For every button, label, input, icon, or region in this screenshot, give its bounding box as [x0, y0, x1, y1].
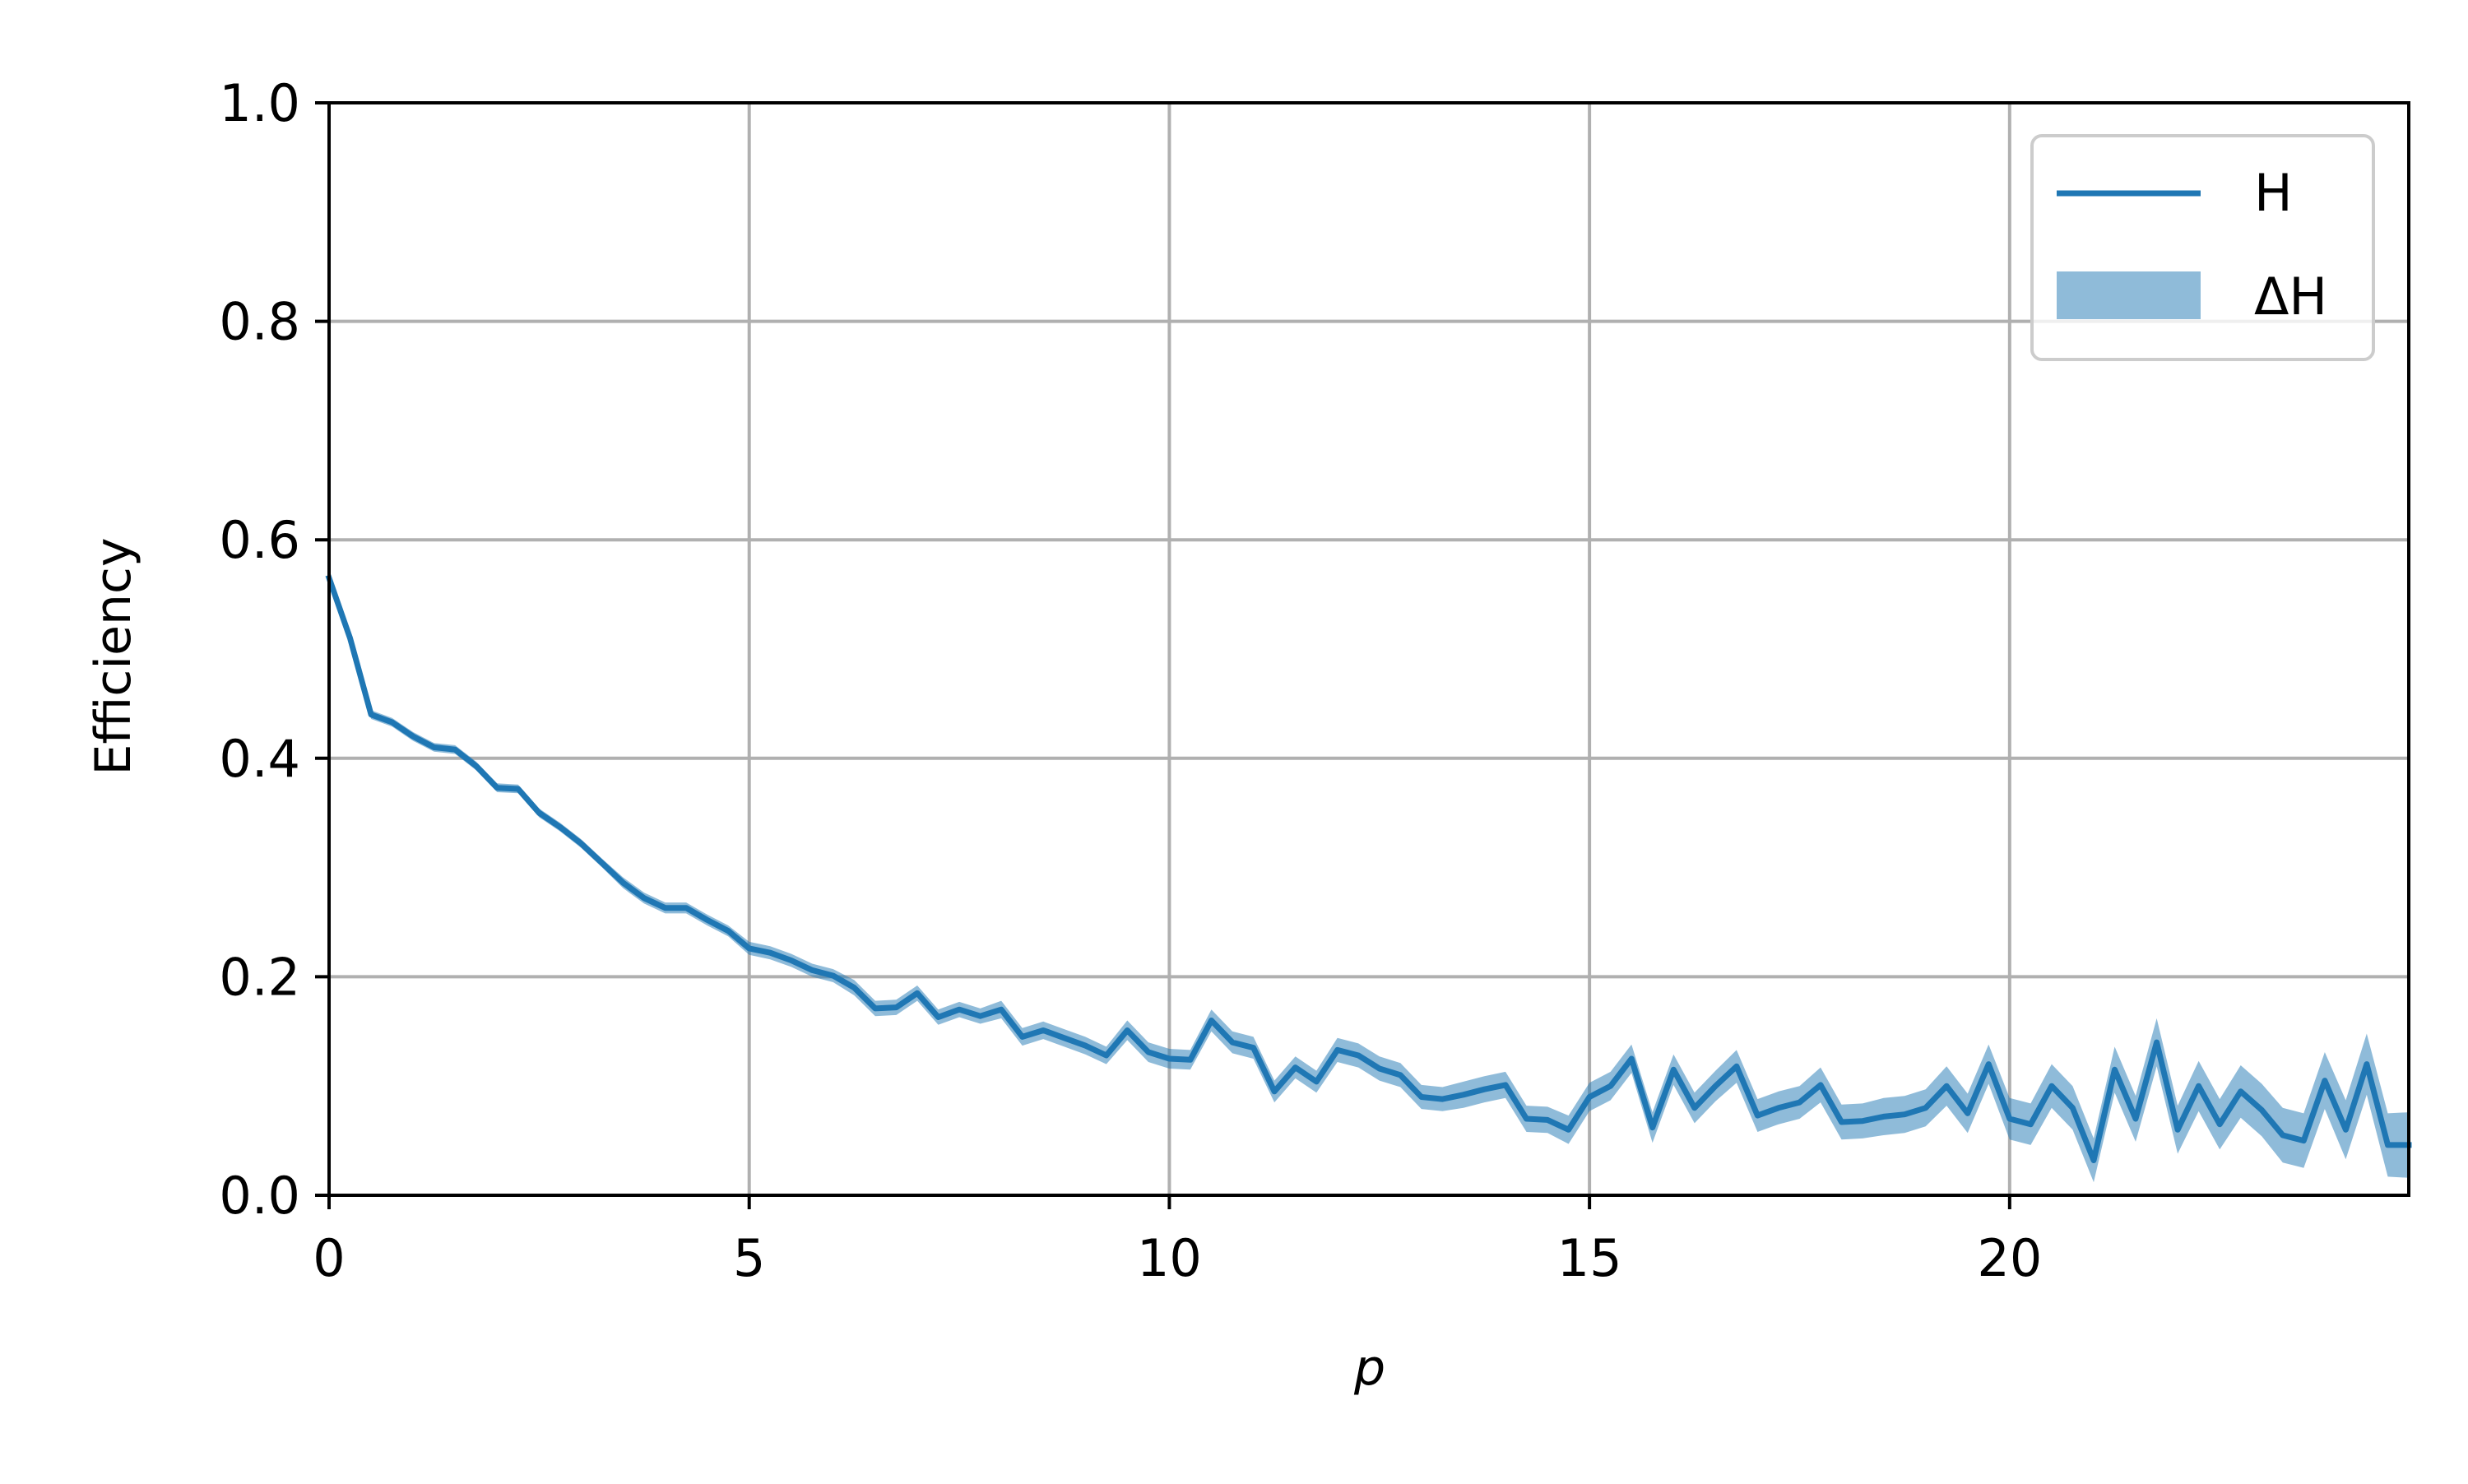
legend-band-swatch	[2057, 271, 2201, 319]
x-tick-label-4: 20	[1977, 1228, 2042, 1288]
y-tick-label-4: 0.8	[219, 292, 300, 352]
legend-label-delta-h: ΔH	[2254, 267, 2327, 327]
legend-label-h: H	[2254, 163, 2293, 223]
uncertainty-band-layer	[329, 573, 2409, 1182]
x-tick-label-0: 0	[313, 1228, 345, 1288]
y-tick-label-5: 1.0	[219, 73, 300, 133]
y-tick-label-0: 0.0	[219, 1166, 300, 1226]
y-axis-label: Efficiency	[85, 537, 142, 775]
x-tick-label-3: 15	[1557, 1228, 1622, 1288]
x-axis-label: p	[1353, 1339, 1385, 1397]
y-tick-label-3: 0.6	[219, 510, 300, 570]
x-tick-label-1: 5	[733, 1228, 765, 1288]
x-tick-label-2: 10	[1137, 1228, 1202, 1288]
y-tick-label-2: 0.4	[219, 729, 300, 789]
y-tick-label-1: 0.2	[219, 947, 300, 1007]
uncertainty-band-0	[329, 573, 2409, 1182]
legend: H ΔH	[2032, 136, 2373, 359]
